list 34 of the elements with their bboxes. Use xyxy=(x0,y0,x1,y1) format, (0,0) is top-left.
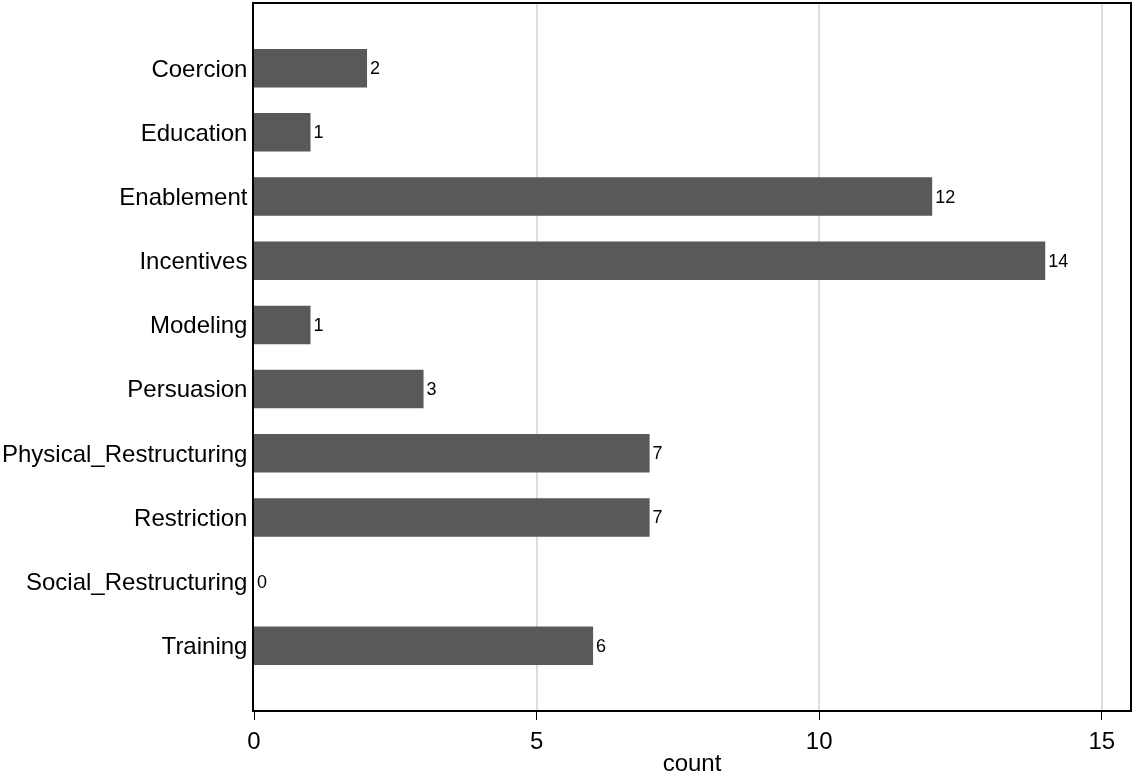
bar xyxy=(254,498,650,537)
data-label: 6 xyxy=(596,635,607,656)
y-tick-label: Education xyxy=(140,118,248,146)
x-tick-label: 0 xyxy=(247,726,261,754)
data-label: 2 xyxy=(370,58,381,79)
y-tick-label: Restriction xyxy=(134,503,248,531)
data-label: 1 xyxy=(313,314,324,335)
y-tick-label: Social_Restructuring xyxy=(26,568,248,596)
bar xyxy=(254,434,650,473)
x-tick-label: 15 xyxy=(1088,726,1116,754)
data-label: 1 xyxy=(313,122,324,143)
y-tick-label: Incentives xyxy=(139,247,248,275)
bar xyxy=(254,177,933,216)
y-tick-label: Training xyxy=(161,632,248,660)
data-label: 3 xyxy=(426,379,437,400)
bar xyxy=(254,113,311,152)
bar xyxy=(254,626,594,666)
data-label: 14 xyxy=(1048,250,1069,271)
y-tick-label: Coercion xyxy=(151,54,248,82)
y-tick-label: Persuasion xyxy=(127,375,248,403)
data-label: 12 xyxy=(935,186,956,207)
x-tick-label: 10 xyxy=(805,726,833,754)
x-axis-title: count xyxy=(662,749,722,777)
y-tick-label: Physical_Restructuring xyxy=(2,439,248,467)
y-tick-label: Modeling xyxy=(150,311,248,339)
data-label: 0 xyxy=(257,571,268,592)
bar xyxy=(254,305,311,345)
bar xyxy=(254,48,368,88)
data-label: 7 xyxy=(652,507,663,528)
bar xyxy=(254,241,1046,280)
x-tick-label: 5 xyxy=(529,726,544,754)
data-label: 7 xyxy=(652,443,663,464)
y-tick-label: Enablement xyxy=(119,182,248,210)
bar xyxy=(254,369,424,409)
